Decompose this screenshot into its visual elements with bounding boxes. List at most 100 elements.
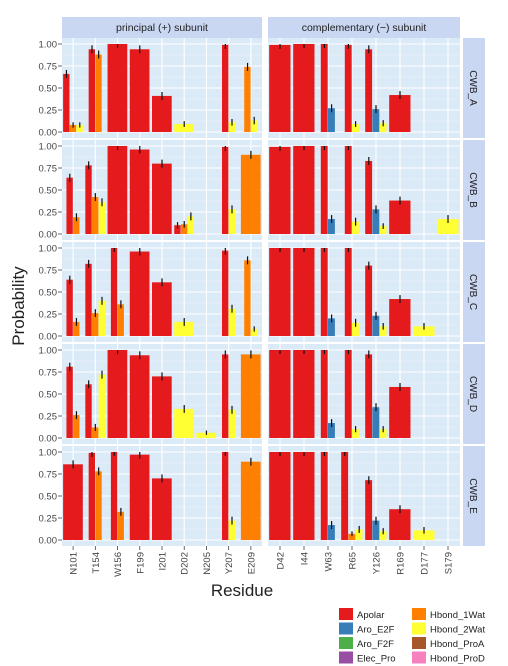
- axes-layer: 0.00 0.25 0.50 0.75 1.00 0.00 0.25 0.50 0.75 1.00…: [39, 40, 455, 577]
- bar-cwb-c-d42-apolar: [269, 248, 291, 336]
- bar-cwb-e-d42-apolar: [269, 452, 291, 540]
- bar-cwb-d-w63-aro-e2f: [328, 423, 335, 438]
- bar-cwb-c-n101-hbond-1wat: [73, 321, 80, 336]
- bar-cwb-a-t154-apolar: [88, 49, 96, 132]
- legend-entry: Elec_Pro: [357, 654, 396, 665]
- y-tick-label: 0.75: [39, 470, 58, 481]
- bar-cwb-c-d177-hbond-2wat: [413, 326, 435, 336]
- x-tick-label: D42: [276, 552, 287, 569]
- y-tick-label: 0.75: [39, 62, 58, 73]
- row-strip: [463, 38, 485, 138]
- bar-cwb-c-i44-apolar: [293, 248, 315, 336]
- y-tick-label: 0.00: [39, 332, 58, 343]
- y-tick-label: 1.00: [39, 448, 58, 459]
- y-tick-label: 0.00: [39, 128, 58, 139]
- x-tick-label: Y126: [372, 552, 383, 574]
- bar-cwb-b-t154-apolar: [85, 165, 92, 234]
- bar-cwb-c-w156-hbond-1wat: [117, 304, 124, 336]
- row-strip: [463, 242, 485, 342]
- bar-cwb-a-i201-apolar: [152, 95, 172, 132]
- bar-cwb-e-r65-apolar: [341, 452, 349, 540]
- row-strip-label: CWB_C: [467, 274, 478, 310]
- bar-cwb-c-w156-apolar: [110, 248, 118, 336]
- bar-cwb-d-y207-hbond-2wat: [228, 409, 236, 438]
- bar-cwb-d-n205-hbond-2wat: [196, 432, 217, 438]
- bar-cwb-e-r169-apolar: [389, 509, 411, 540]
- x-tick-label: F199: [135, 552, 146, 574]
- bar-cwb-a-t154-hbond-1wat: [95, 54, 102, 133]
- legend-entry: Apolar: [357, 610, 384, 621]
- y-tick-label: 1.00: [39, 142, 58, 153]
- bar-cwb-d-r169-apolar: [389, 386, 411, 438]
- bar-cwb-d-y126-aro-e2f: [372, 407, 380, 438]
- x-tick-label: R169: [396, 552, 407, 575]
- bar-cwb-a-y126-hbond-2wat: [379, 123, 387, 132]
- legend-key: [339, 637, 353, 649]
- bar-cwb-c-y126-apolar: [365, 265, 373, 336]
- y-tick-label: 0.50: [39, 288, 58, 299]
- bar-cwb-c-f199-apolar: [129, 251, 150, 336]
- bar-cwb-a-w156-apolar: [107, 44, 128, 132]
- legend-entry: Aro_F2F: [357, 639, 394, 650]
- bar-cwb-b-i44-apolar: [293, 146, 315, 234]
- legend-key: [412, 608, 426, 620]
- bar-cwb-e-e209-hbond-1wat: [240, 461, 261, 540]
- bar-cwb-b-t154-hbond-2wat: [98, 202, 106, 234]
- bar-cwb-b-f199-apolar: [129, 149, 150, 234]
- bar-cwb-b-r65-apolar: [344, 146, 352, 234]
- legend-entry: Hbond_2Wat: [430, 625, 485, 636]
- x-tick-label: W156: [113, 552, 124, 577]
- y-tick-label: 0.75: [39, 164, 58, 175]
- bar-cwb-d-f199-apolar: [129, 355, 150, 438]
- bar-cwb-c-w63-aro-e2f: [328, 318, 335, 336]
- legend-key: [339, 608, 353, 620]
- bar-cwb-c-w63-apolar: [320, 248, 328, 336]
- column-strip-label: complementary (−) subunit: [302, 22, 427, 34]
- column-strip: [62, 17, 262, 38]
- bar-cwb-d-n101-hbond-1wat: [73, 415, 80, 438]
- bar-cwb-c-i201-apolar: [152, 282, 172, 336]
- x-tick-label: D177: [420, 552, 431, 575]
- strips-layer: principal (+) subunit complementary (−) s…: [62, 17, 485, 546]
- bar-cwb-b-y126-apolar: [365, 160, 373, 234]
- bar-cwb-c-d202-hbond-2wat: [174, 321, 194, 336]
- x-axis-label: Residue: [211, 581, 273, 600]
- bar-cwb-d-e209-hbond-1wat: [240, 354, 261, 438]
- column-strip: [268, 17, 460, 38]
- legend-entry: Hbond_ProD: [430, 654, 485, 665]
- bar-cwb-e-t154-hbond-1wat: [95, 471, 102, 540]
- bar-cwb-e-y207-hbond-2wat: [228, 520, 236, 540]
- bar-cwb-c-r65-hbond-2wat: [352, 322, 359, 336]
- legend-key: [339, 651, 353, 664]
- y-tick-label: 0.00: [39, 536, 58, 547]
- y-tick-label: 0.50: [39, 390, 58, 401]
- bar-cwb-e-r65-hbond-1wat: [348, 533, 356, 540]
- bar-cwb-b-w156-apolar: [107, 146, 128, 234]
- bar-cwb-b-e209-hbond-1wat: [240, 154, 261, 234]
- x-tick-label: T154: [91, 552, 102, 574]
- row-strip-label: CWB_A: [467, 70, 478, 106]
- bar-cwb-d-y126-apolar: [365, 354, 373, 438]
- bar-cwb-a-w63-aro-e2f: [328, 108, 335, 132]
- bar-cwb-b-i201-apolar: [152, 163, 172, 234]
- bar-cwb-c-t154-hbond-2wat: [98, 300, 106, 336]
- x-tick-label: E209: [246, 552, 257, 574]
- bar-cwb-c-t154-hbond-1wat: [92, 313, 99, 336]
- row-strip: [463, 344, 485, 444]
- bar-cwb-b-d202-hbond-2wat: [187, 216, 194, 234]
- bar-cwb-a-r65-apolar: [344, 44, 352, 132]
- bar-cwb-a-y207-apolar: [222, 44, 229, 132]
- bar-cwb-d-t154-hbond-1wat: [92, 427, 99, 438]
- bar-cwb-e-y126-aro-e2f: [372, 520, 380, 540]
- bar-cwb-d-d42-apolar: [269, 350, 291, 438]
- bar-cwb-b-r65-hbond-2wat: [352, 221, 359, 234]
- bar-cwb-e-f199-apolar: [129, 454, 150, 540]
- bar-cwb-d-y207-apolar: [222, 354, 229, 438]
- bar-cwb-e-n101-apolar: [63, 464, 83, 540]
- bar-cwb-b-w63-aro-e2f: [328, 219, 335, 234]
- panels-layer: [62, 38, 460, 546]
- bar-cwb-e-r65-hbond-2wat: [355, 529, 363, 540]
- bar-cwb-e-w156-apolar: [110, 452, 118, 540]
- bar-cwb-a-d42-apolar: [269, 44, 291, 132]
